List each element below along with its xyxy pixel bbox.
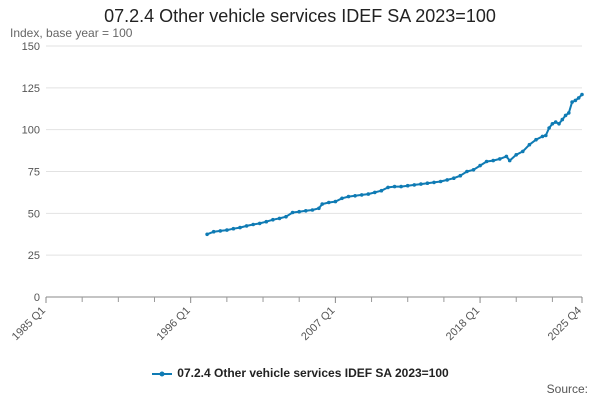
data-point [218, 229, 223, 233]
x-tick-label: 2018 Q1 [444, 305, 482, 343]
data-point [560, 117, 565, 122]
data-point [333, 199, 338, 204]
data-point [540, 134, 545, 139]
data-point [373, 190, 377, 195]
data-point [310, 208, 315, 212]
data-point [366, 192, 371, 196]
source-label: Source: [546, 382, 588, 396]
data-point [452, 176, 456, 180]
data-point [405, 183, 410, 188]
data-point [563, 113, 568, 118]
data-point [432, 180, 436, 185]
data-point [484, 159, 489, 164]
y-tick-label: 100 [22, 125, 40, 137]
data-point [399, 184, 403, 189]
data-point [251, 222, 255, 227]
data-point [498, 157, 502, 161]
data-point [445, 178, 450, 182]
data-point [576, 96, 581, 100]
data-point [264, 219, 269, 224]
data-point [327, 200, 331, 205]
data-point [438, 179, 443, 184]
data-point [553, 120, 558, 124]
data-point [317, 206, 321, 211]
data-point [514, 153, 518, 157]
x-tick-label: 2025 Q4 [546, 305, 584, 343]
data-point [573, 98, 578, 103]
legend-swatch-icon [152, 371, 173, 377]
data-point [547, 126, 551, 130]
legend: 07.2.4 Other vehicle services IDEF SA 20… [0, 366, 600, 380]
data-point [257, 221, 262, 226]
data-point [557, 122, 561, 126]
y-axis-label: Index, base year = 100 [10, 26, 133, 40]
data-point [521, 149, 525, 154]
data-point [419, 182, 423, 186]
data-point [527, 142, 532, 147]
data-point [491, 158, 496, 163]
data-point [353, 194, 357, 198]
data-point [570, 100, 574, 104]
data-point [284, 214, 288, 219]
y-tick-label: 75 [28, 167, 40, 179]
data-point [425, 181, 430, 185]
x-tick-label: 1996 Q1 [154, 305, 192, 343]
data-point [534, 137, 538, 142]
data-point [507, 158, 512, 163]
data-point [580, 92, 584, 97]
x-tick-label: 2007 Q1 [299, 305, 337, 343]
data-point [297, 209, 302, 214]
data-point [271, 217, 275, 222]
data-point [544, 133, 548, 138]
data-point [458, 173, 463, 178]
data-point [465, 169, 469, 174]
data-point [340, 196, 344, 201]
data-point [205, 232, 209, 237]
data-point [244, 224, 249, 228]
data-point [392, 184, 397, 189]
data-point [290, 210, 295, 215]
y-tick-label: 50 [28, 208, 40, 220]
x-tick-label: 1985 Q1 [10, 305, 48, 343]
data-point [320, 202, 325, 206]
data-point [231, 226, 236, 231]
y-tick-label: 125 [22, 83, 40, 95]
data-point [225, 228, 229, 232]
y-tick-label: 0 [34, 292, 40, 304]
data-point [238, 225, 242, 230]
y-tick-label: 150 [22, 41, 40, 53]
data-point [386, 185, 390, 190]
data-point [304, 209, 308, 213]
y-tick-label: 25 [28, 250, 40, 262]
data-point [277, 216, 282, 221]
data-point [379, 188, 384, 193]
chart-title: 07.2.4 Other vehicle services IDEF SA 20… [104, 6, 496, 26]
data-point [211, 229, 216, 234]
data-point [478, 163, 482, 168]
data-point [550, 122, 555, 126]
legend-label: 07.2.4 Other vehicle services IDEF SA 20… [177, 366, 449, 380]
data-point [504, 154, 509, 159]
data-point [471, 168, 476, 172]
data-point [412, 183, 417, 187]
data-point [346, 194, 351, 199]
data-point [567, 111, 571, 115]
data-point [359, 193, 364, 197]
